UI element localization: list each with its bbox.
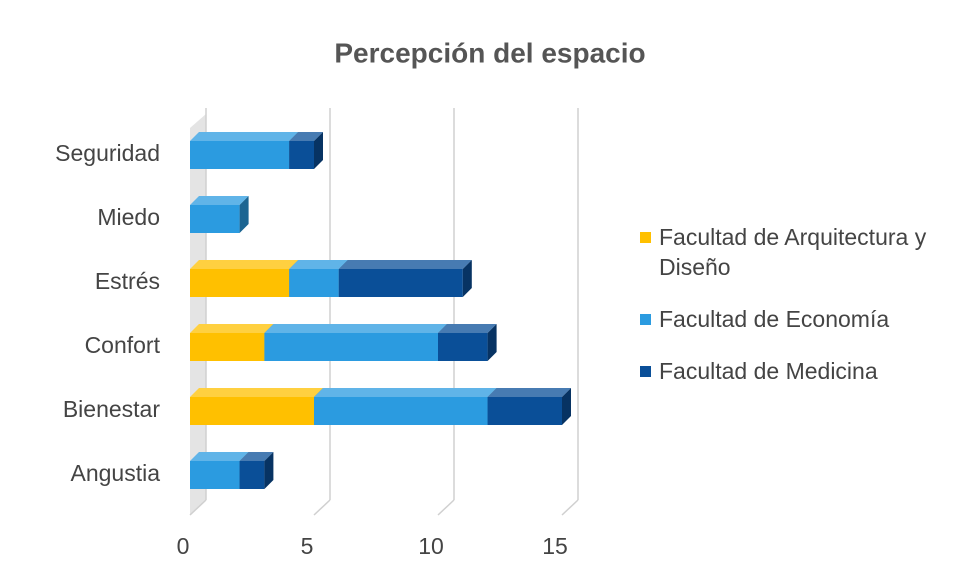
bar-side xyxy=(314,132,323,169)
y-tick-label: Estrés xyxy=(95,268,160,294)
bar-top xyxy=(239,452,274,461)
bar-side xyxy=(264,452,274,489)
y-tick-label: Bienestar xyxy=(63,396,161,422)
bar-segment xyxy=(190,333,265,361)
bar-segment xyxy=(190,397,314,425)
y-tick-label: Seguridad xyxy=(55,140,160,166)
bar-top xyxy=(338,260,472,269)
bar-side xyxy=(487,324,497,361)
bar-top xyxy=(190,452,249,461)
bar-top xyxy=(190,324,274,333)
x-tick-label: 10 xyxy=(418,533,444,559)
floor-line xyxy=(437,499,455,516)
x-tick-label: 0 xyxy=(177,533,190,559)
bar-top xyxy=(190,260,299,269)
bar-top xyxy=(190,196,249,205)
legend-item: Facultad de Economía xyxy=(640,304,945,334)
legend-swatch xyxy=(640,232,651,243)
bar-segment xyxy=(438,333,488,361)
bar-side xyxy=(562,388,571,425)
chart-title: Percepción del espacio xyxy=(334,37,645,68)
legend: Facultad de Arquitectura y Diseño Faculta… xyxy=(640,222,945,386)
legend-swatch xyxy=(640,366,651,377)
floor-line xyxy=(313,499,331,516)
bar-top xyxy=(190,388,323,397)
bar-top xyxy=(438,324,497,333)
bar-segment xyxy=(487,397,562,425)
bar-side xyxy=(462,260,472,297)
legend-item: Facultad de Medicina xyxy=(640,356,945,386)
bar-segment xyxy=(314,397,488,425)
bar-segment xyxy=(239,461,265,489)
bar-top xyxy=(314,388,497,397)
bar-top xyxy=(264,324,447,333)
legend-label: Facultad de Economía xyxy=(659,306,890,332)
bar-top xyxy=(289,132,323,141)
x-tick-label: 15 xyxy=(542,533,568,559)
bar-top xyxy=(190,132,299,141)
floor-line xyxy=(561,499,579,516)
legend-swatch xyxy=(640,314,651,325)
bar-segment xyxy=(190,141,290,169)
bar-top xyxy=(289,260,348,269)
bar-segment xyxy=(190,205,240,233)
bar-segment xyxy=(264,333,438,361)
bar-segment xyxy=(289,141,314,169)
bar-segment xyxy=(190,269,290,297)
bar-segment xyxy=(338,269,463,297)
bar-segment xyxy=(190,461,240,489)
bar-segment xyxy=(289,269,339,297)
y-tick-label: Miedo xyxy=(97,204,160,230)
bar-top xyxy=(487,388,571,397)
floor-line xyxy=(189,499,207,516)
y-tick-label: Angustia xyxy=(70,460,160,486)
legend-item: Facultad de Arquitectura y Diseño xyxy=(640,222,945,282)
y-tick-label: Confort xyxy=(85,332,161,358)
x-tick-label: 5 xyxy=(301,533,314,559)
legend-label: Facultad de Arquitectura y Diseño xyxy=(659,224,927,280)
bar-side xyxy=(239,196,249,233)
legend-label: Facultad de Medicina xyxy=(659,358,878,384)
